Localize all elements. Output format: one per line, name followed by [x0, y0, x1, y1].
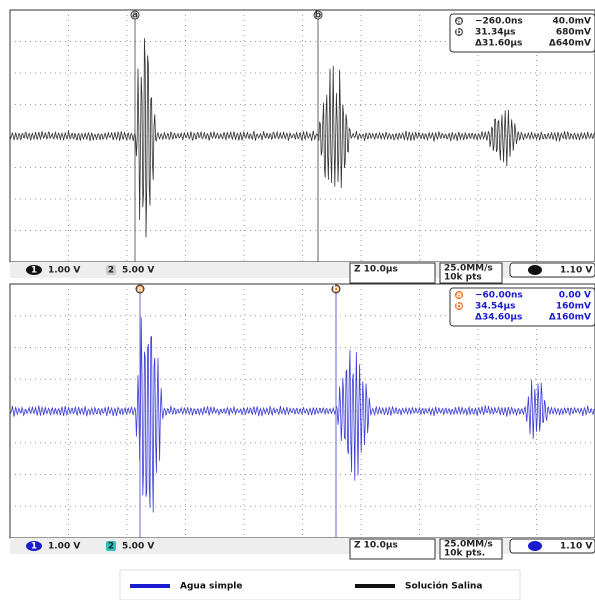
- readout-value: 680mV: [556, 28, 591, 38]
- readout-marker-label: a: [456, 17, 462, 27]
- readout-time: Δ34.60μs: [475, 313, 522, 323]
- readout-value: 0.00 V: [559, 291, 591, 301]
- readout-value: 160mV: [556, 302, 591, 312]
- readout-value: Δ160mV: [549, 313, 591, 323]
- readout-time: 31.34μs: [475, 28, 515, 38]
- ch1-scale: 1.00 V: [48, 542, 80, 552]
- legend-label: Agua simple: [180, 582, 242, 592]
- readout-time: 34.54μs: [475, 302, 515, 312]
- ch2-scale: 5.00 V: [122, 266, 154, 276]
- ch1-number: 1: [31, 542, 37, 552]
- readout-marker-label: b: [456, 28, 463, 38]
- ch2-number: 2: [108, 542, 114, 552]
- readout-value: 40.0mV: [552, 17, 591, 27]
- readout-marker-label: a: [456, 291, 462, 301]
- status-bar: [10, 262, 595, 278]
- ch2-number: 2: [108, 266, 114, 276]
- ch1-number: 1: [31, 266, 37, 276]
- status-bar: [10, 538, 595, 554]
- readout-time: −60.00ns: [475, 291, 523, 301]
- readout-marker-label: b: [456, 302, 463, 312]
- cursor-label: a: [132, 11, 138, 21]
- trigger-level: 1.10 V: [560, 266, 592, 276]
- ch2-scale: 5.00 V: [122, 542, 154, 552]
- trigger-badge: [528, 541, 542, 551]
- timebase: Z 10.0μs: [354, 265, 398, 275]
- cursor-label: b: [333, 285, 340, 295]
- readout-time: −260.0ns: [475, 17, 523, 27]
- readout-value: Δ640mV: [549, 39, 591, 49]
- readout-time: Δ31.60μs: [475, 39, 522, 49]
- legend-label: Solución Salina: [405, 581, 483, 592]
- trigger-level: 1.10 V: [560, 542, 592, 552]
- trigger-badge: [528, 265, 542, 275]
- record-length: 10k pts: [444, 273, 482, 283]
- timebase: Z 10.0μs: [354, 541, 398, 551]
- oscilloscope-figure: aba−260.0ns40.0mVb31.34μs680mVΔ31.60μsΔ6…: [0, 0, 595, 600]
- ch1-scale: 1.00 V: [48, 266, 80, 276]
- cursor-label: b: [315, 11, 322, 21]
- record-length: 10k pts.: [444, 549, 485, 559]
- cursor-label: a: [137, 285, 143, 295]
